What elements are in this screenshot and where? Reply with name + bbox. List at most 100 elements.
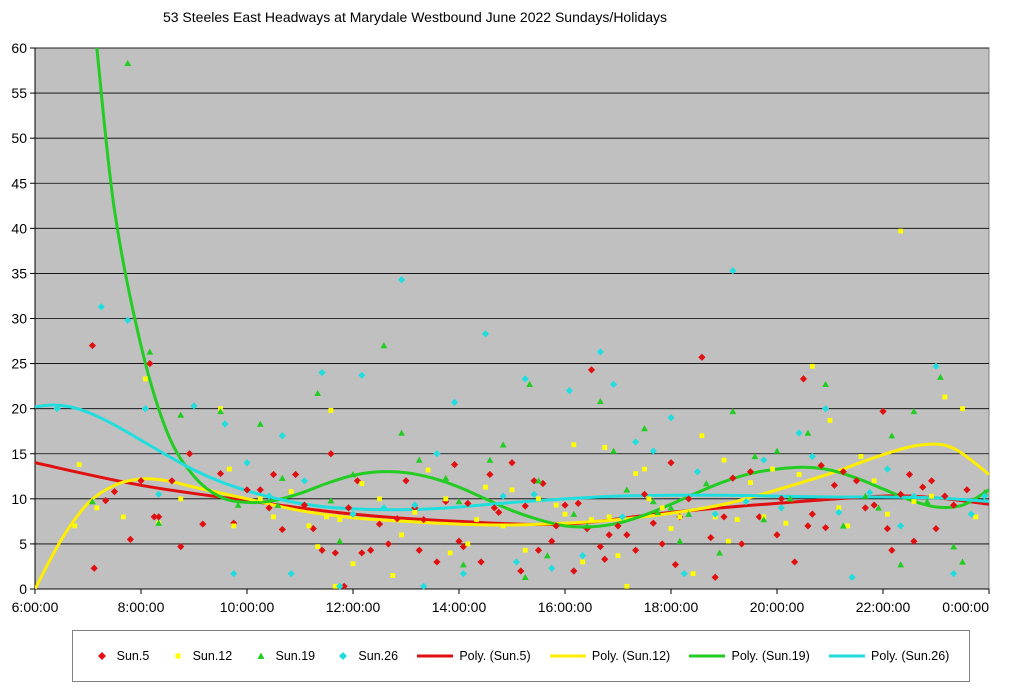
point-sun-26 [711, 510, 719, 518]
point-sun-19 [460, 561, 467, 568]
point-sun-19 [278, 474, 286, 481]
point-sun-12 [536, 496, 541, 502]
point-sun-12 [315, 544, 321, 550]
point-sun-12 [690, 571, 696, 577]
x-tick-label: 10:00:00 [220, 599, 275, 615]
y-tick-label: 45 [11, 175, 27, 191]
point-sun-5 [539, 479, 547, 488]
point-sun-5 [658, 540, 666, 548]
point-sun-5 [817, 461, 825, 470]
legend-label: Poly. (Sun.19) [731, 649, 810, 663]
point-sun-5 [327, 450, 335, 458]
point-sun-5 [521, 502, 529, 510]
point-sun-5 [269, 470, 278, 479]
point-sun-5 [155, 513, 163, 521]
point-sun-26 [358, 371, 366, 379]
point-sun-12 [306, 523, 312, 529]
point-sun-5 [839, 468, 847, 476]
point-sun-5 [375, 520, 384, 528]
point-sun-26 [221, 420, 229, 428]
point-sun-5 [720, 513, 728, 521]
point-sun-12 [571, 442, 577, 448]
point-sun-5 [517, 567, 525, 575]
point-sun-12 [642, 466, 647, 472]
point-sun-19 [888, 432, 896, 439]
legend-marker-swatch [339, 652, 348, 660]
point-sun-5 [415, 546, 423, 554]
point-sun-12 [796, 472, 802, 477]
point-sun-12 [76, 462, 82, 467]
point-sun-26 [760, 456, 768, 464]
point-sun-26 [795, 429, 803, 437]
point-sun-5 [773, 531, 781, 539]
point-sun-26 [883, 465, 892, 473]
point-sun-5 [738, 540, 746, 548]
point-sun-5 [707, 534, 715, 542]
point-sun-19 [486, 456, 494, 463]
point-sun-5 [490, 504, 498, 512]
point-sun-12 [328, 408, 334, 413]
legend-label: Sun.26 [358, 649, 399, 663]
point-sun-19 [923, 498, 931, 505]
point-sun-26 [609, 380, 618, 388]
point-sun-5 [799, 375, 808, 383]
point-sun-12 [465, 541, 471, 547]
point-sun-26 [318, 369, 326, 377]
point-sun-19 [760, 516, 768, 523]
x-tick-label: 22:00:00 [856, 599, 911, 615]
point-sun-5 [402, 477, 410, 485]
point-sun-26 [380, 504, 388, 512]
point-sun-26 [141, 405, 150, 413]
point-sun-26 [287, 570, 295, 578]
point-sun-12 [72, 523, 78, 529]
point-sun-19 [155, 519, 163, 526]
point-sun-5 [808, 510, 816, 518]
point-sun-26 [910, 492, 918, 500]
x-tick-label: 20:00:00 [750, 599, 805, 615]
point-sun-12 [602, 445, 608, 450]
legend-item: Poly. (Sun.19) [689, 649, 810, 663]
point-sun-12 [500, 523, 506, 529]
point-sun-12 [332, 583, 338, 589]
y-tick-label: 15 [11, 446, 27, 462]
legend-label: Poly. (Sun.12) [591, 649, 671, 663]
legend-marker-swatch [257, 652, 264, 659]
point-sun-26 [450, 398, 459, 406]
point-sun-5 [614, 522, 622, 530]
point-sun-12 [580, 559, 586, 565]
point-sun-12 [509, 487, 515, 493]
point-sun-12 [359, 481, 365, 486]
point-sun-5 [358, 549, 366, 557]
point-sun-26 [980, 492, 989, 500]
point-sun-12 [734, 517, 740, 522]
point-sun-26 [155, 490, 163, 498]
point-sun-5 [508, 459, 516, 467]
point-sun-19 [380, 342, 388, 349]
point-sun-5 [367, 546, 375, 554]
point-sun-5 [168, 477, 176, 485]
point-sun-19 [641, 425, 648, 432]
x-tick-label: 0:00:00 [942, 599, 989, 615]
point-sun-19 [570, 510, 578, 517]
point-sun-5 [552, 522, 560, 530]
y-tick-label: 55 [11, 85, 27, 101]
point-sun-26 [848, 573, 856, 581]
point-sun-26 [265, 492, 273, 500]
point-sun-12 [288, 489, 294, 495]
point-sun-26 [808, 452, 816, 461]
point-sun-12 [960, 406, 965, 412]
point-sun-5 [698, 353, 706, 361]
y-tick-label: 40 [11, 220, 27, 236]
point-sun-5 [746, 468, 755, 476]
point-sun-12 [120, 514, 126, 520]
point-sun-26 [278, 432, 286, 440]
point-sun-19 [336, 537, 344, 544]
point-sun-12 [447, 550, 453, 556]
point-sun-5 [870, 501, 878, 509]
point-sun-5 [883, 524, 892, 533]
point-sun-19 [861, 492, 869, 499]
point-sun-12 [677, 514, 683, 520]
point-sun-5 [150, 513, 158, 521]
point-sun-19 [822, 380, 829, 388]
point-sun-5 [433, 558, 441, 566]
